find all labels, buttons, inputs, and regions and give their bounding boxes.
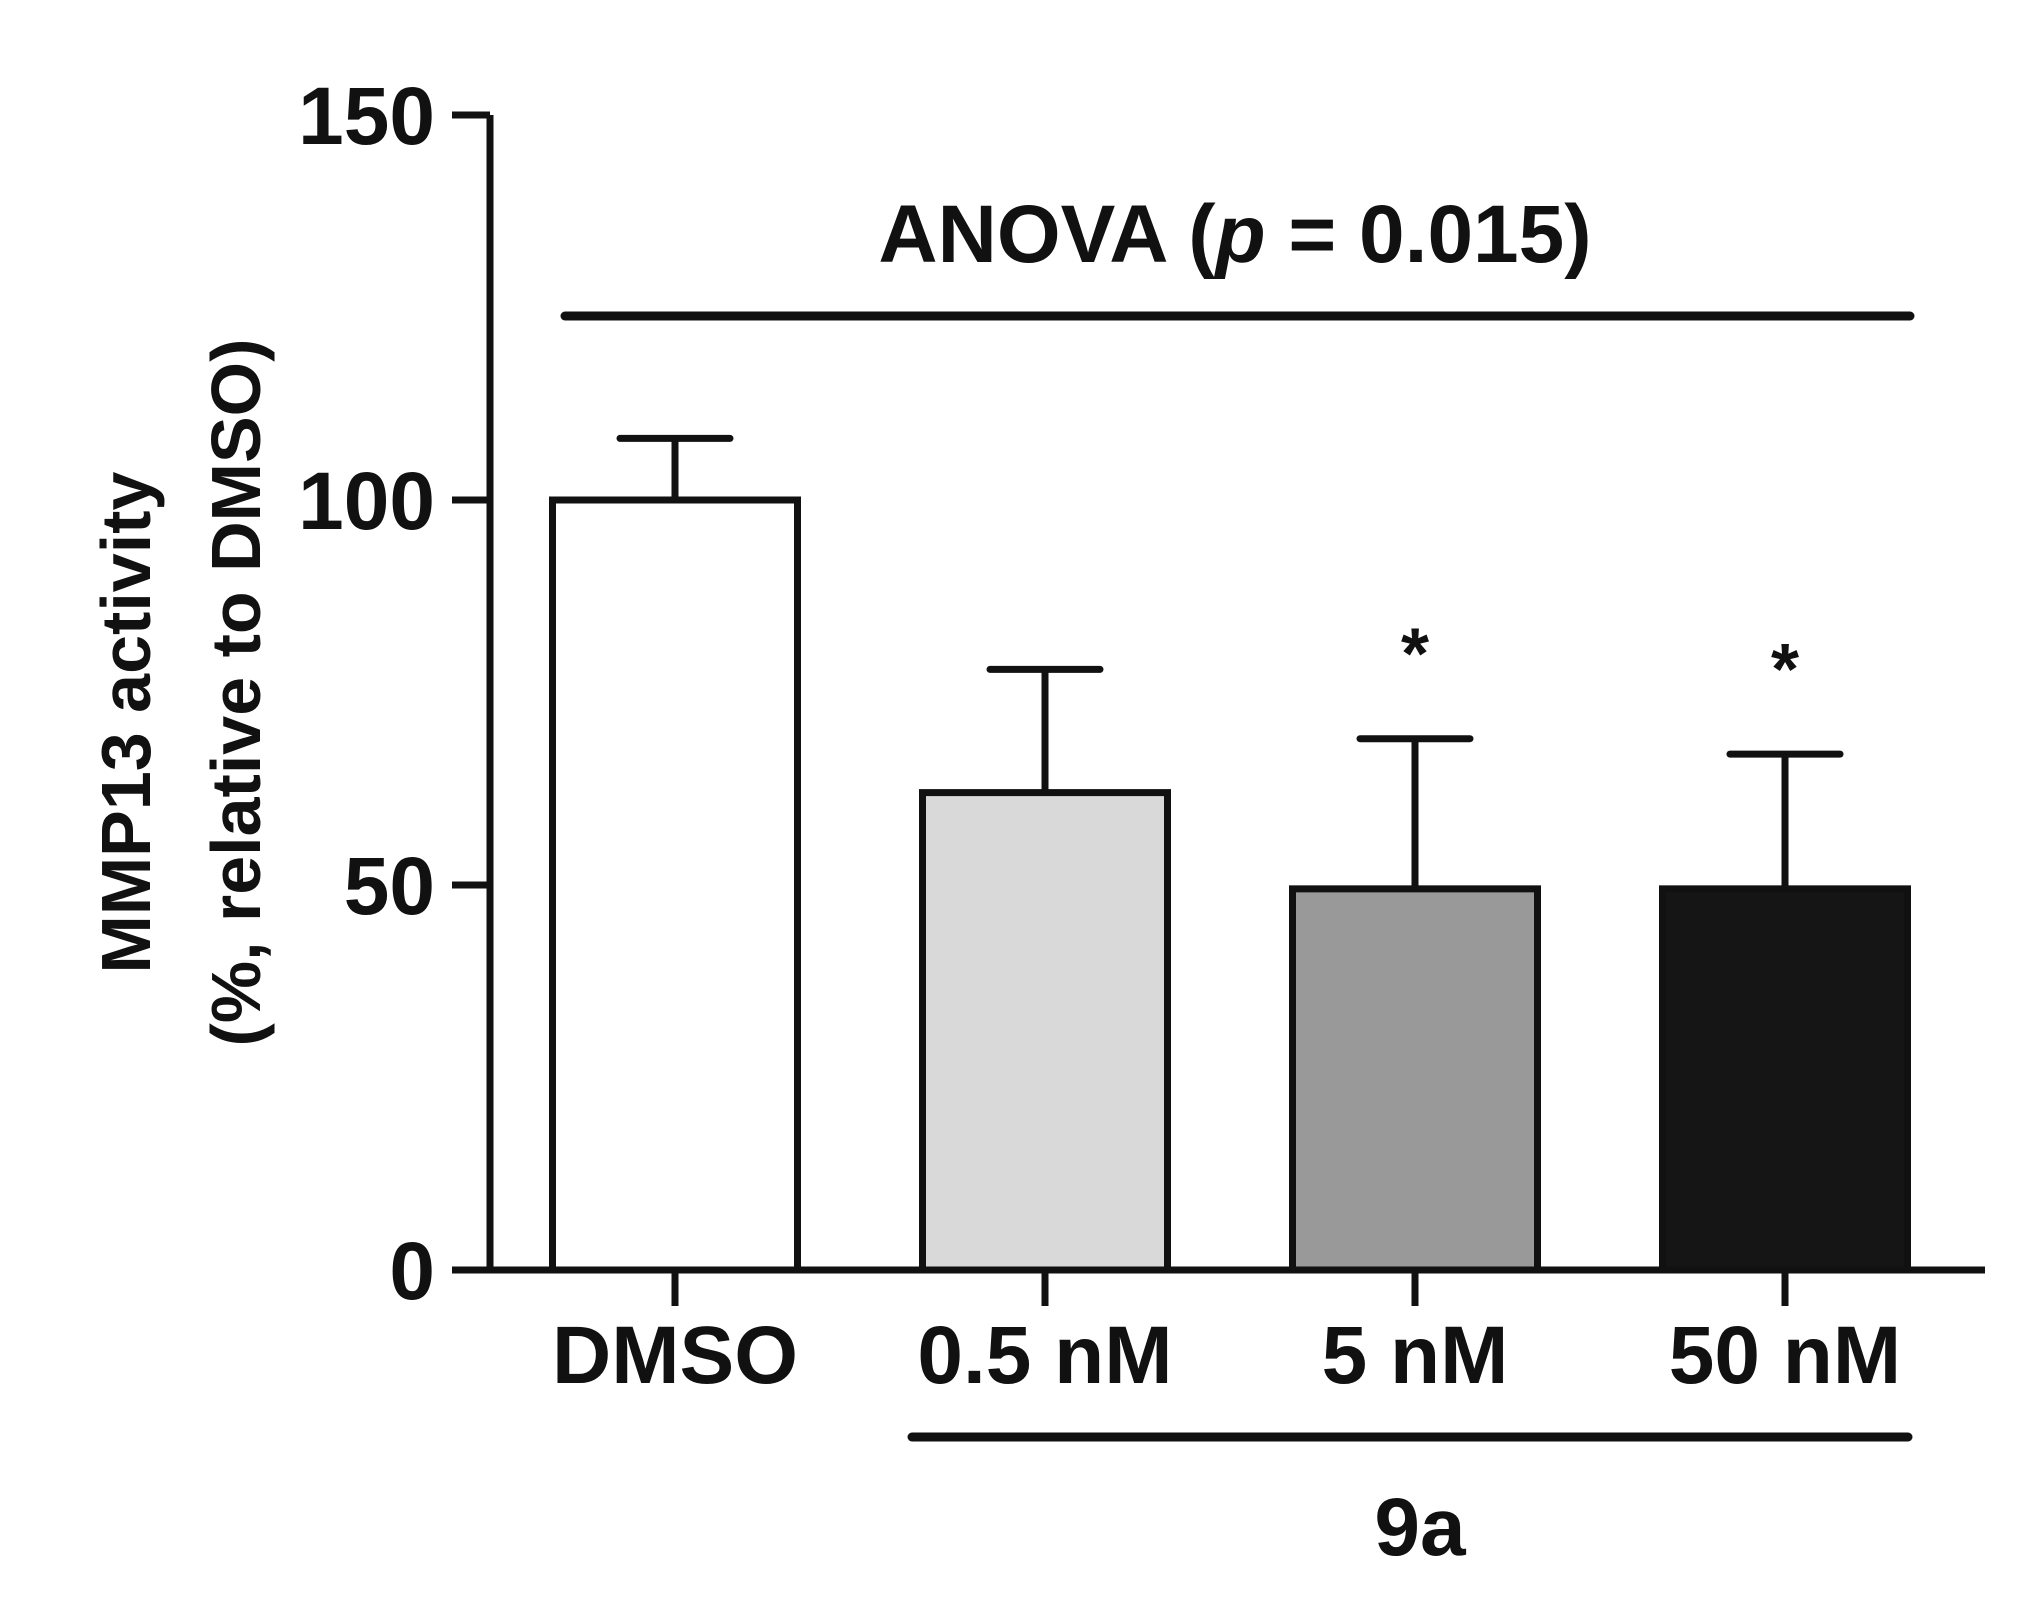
group-label: 9a xyxy=(1374,1482,1467,1573)
x-tick-label-1: 0.5 nM xyxy=(917,1310,1172,1401)
significance-marker-2: * xyxy=(1401,615,1429,695)
x-tick-label-0: DMSO xyxy=(552,1310,798,1401)
y-tick-label-3: 150 xyxy=(298,71,435,162)
y-tick-label-1: 50 xyxy=(344,841,435,932)
bars-layer xyxy=(549,434,1911,1274)
y-axis-label-line1: MMP13 activity xyxy=(87,472,165,974)
x-tick-label-2: 5 nM xyxy=(1322,1310,1509,1401)
significance-marker-3: * xyxy=(1771,630,1799,710)
anova-prefix: ANOVA ( xyxy=(878,189,1216,280)
labels-layer: MMP13 activity (%, relative to DMSO) ANO… xyxy=(87,71,1901,1573)
y-tick-label-2: 100 xyxy=(298,456,435,547)
y-axis-label-line2: (%, relative to DMSO) xyxy=(197,339,275,1047)
anova-suffix: = 0.015) xyxy=(1266,189,1592,280)
y-tick-label-0: 0 xyxy=(389,1226,435,1317)
bar-2 xyxy=(1289,885,1541,1274)
bar-0 xyxy=(549,496,801,1274)
anova-annotation: ANOVA (p = 0.015) xyxy=(878,189,1591,280)
bar-3 xyxy=(1659,885,1911,1274)
x-tick-label-3: 50 nM xyxy=(1669,1310,1901,1401)
bar-1 xyxy=(919,789,1171,1274)
axes-layer xyxy=(452,111,1985,1442)
anova-p-symbol: p xyxy=(1214,189,1266,280)
